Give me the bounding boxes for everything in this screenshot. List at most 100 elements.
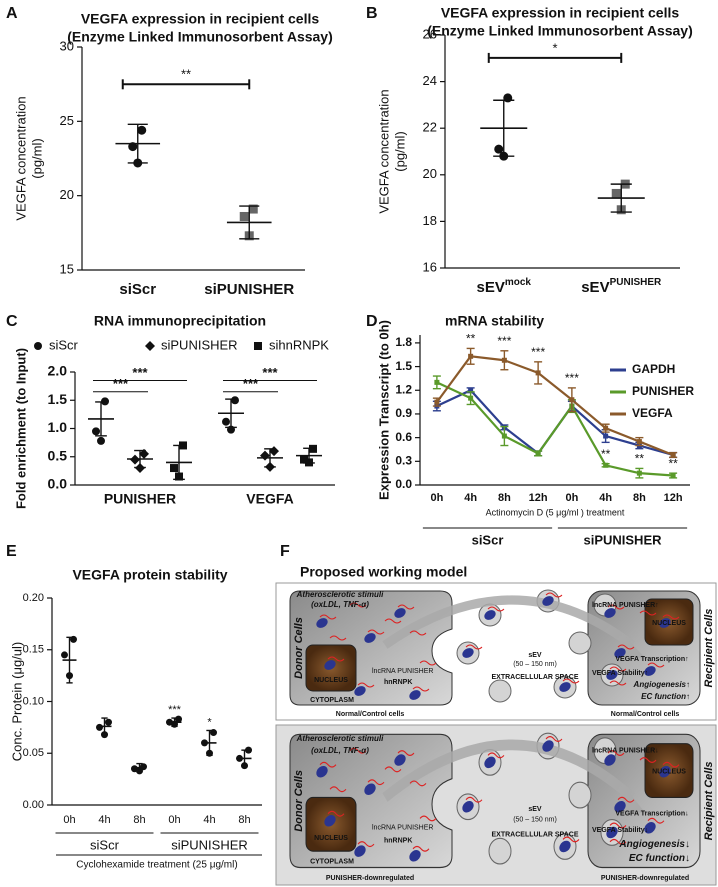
point [239, 211, 249, 221]
point [170, 464, 178, 473]
stimuli: (oxLDL, TNF-α) [311, 600, 369, 609]
rna-strand [349, 747, 367, 754]
rbp-complex [559, 682, 571, 692]
rna-strand [465, 644, 483, 650]
rna-strand [617, 644, 635, 650]
point [636, 470, 642, 476]
y-tick-label: 0.0 [395, 477, 412, 491]
cytoplasm-label: CYTOPLASM [310, 697, 354, 704]
stability-label: VEGFA Stability↓ [592, 827, 648, 834]
x-tick-label: VEGFA [246, 491, 293, 507]
rna-strand [639, 610, 657, 616]
x-tick-label: 0h [430, 492, 443, 504]
annotation: ** [601, 447, 611, 461]
recipient-lncrna: lncRNA PUNISHER↓ [592, 748, 659, 755]
y-tick-label: 20 [423, 166, 437, 181]
ec-label: EC function↓ [629, 853, 690, 864]
x-tick-label: 0h [63, 814, 75, 826]
rna-strand [662, 761, 680, 768]
hnrnpk-label: hnRNPK [384, 837, 412, 844]
rbp-complex [364, 783, 376, 795]
y-tick-label: 30 [60, 38, 74, 53]
x-axis-label: Actinomycin D (5 μg/ml ) treatment [486, 507, 625, 517]
point [260, 450, 270, 461]
point [569, 397, 575, 403]
rna-strand [319, 761, 337, 768]
x-tick-label: siScr [119, 281, 156, 298]
y-tick-label: 20 [60, 187, 74, 202]
rna-strand [562, 678, 580, 684]
vesicle [488, 837, 512, 865]
rna-strand [609, 666, 627, 672]
rna-strand [487, 606, 505, 612]
y-tick-label: 1.8 [395, 335, 412, 349]
rbp-complex [606, 670, 618, 680]
recipient-label: Recipient Cells [703, 609, 715, 688]
significance-label: *** [132, 365, 148, 380]
rna-strand [607, 750, 625, 756]
rna-strand [609, 822, 627, 829]
y-tick-label: 0.20 [23, 592, 44, 604]
significance-label: ** [181, 67, 191, 82]
recipient-caption: Normal/Control cells [611, 711, 680, 718]
rna-strand [319, 614, 337, 620]
y-tick-label: 18 [423, 213, 437, 228]
point [670, 452, 676, 458]
transfer-arrow [382, 739, 635, 802]
rbp-complex [484, 756, 496, 769]
x-tick-label: siPUNISHER [204, 281, 294, 298]
y-tick-label: 25 [60, 113, 74, 128]
cytoplasm-label: CYTOPLASM [310, 858, 354, 865]
rbp-complex [394, 754, 406, 766]
rbp-complex [604, 754, 616, 766]
recipient-caption: PUNISHER-downregulated [601, 875, 689, 882]
point [92, 427, 100, 436]
rbp-complex [559, 840, 571, 853]
rna-strand [409, 780, 427, 787]
rbp-complex [659, 765, 671, 778]
y-tick-label: 0.15 [23, 644, 44, 656]
x-tick-label: 12h [529, 492, 548, 504]
legend-label: PUNISHER [632, 384, 694, 398]
annotation: *** [168, 704, 182, 716]
stability-label: VEGFA Stability↑ [592, 670, 648, 677]
point [494, 144, 504, 154]
point [97, 436, 105, 445]
y-tick-label: 22 [423, 120, 437, 135]
y-tick-label: 0.00 [23, 799, 44, 811]
y-tick-label: 2.0 [48, 363, 68, 379]
chart-title: VEGFA expression in recipient cells [441, 5, 680, 21]
rna-strand [412, 686, 430, 692]
series-line [435, 355, 674, 457]
significance-label: *** [243, 376, 259, 391]
chart-title: VEGFA expression in recipient cells [81, 11, 320, 27]
rna-strand [397, 750, 415, 756]
stimuli: Atherosclerotic stimuli [296, 734, 384, 743]
rna-strand [327, 656, 345, 662]
rbp-complex [409, 850, 421, 862]
y-axis-label: VEGFA concentration [376, 89, 391, 213]
annotation: ** [668, 456, 678, 470]
row-shapes [289, 589, 701, 706]
rbp-complex [354, 845, 366, 857]
rna-strand [647, 817, 665, 824]
x-tick-label: 4h [98, 814, 110, 826]
point [501, 433, 507, 439]
point [222, 417, 230, 426]
legend-label: siScr [49, 337, 79, 352]
rbp-complex [324, 660, 336, 670]
chart-title: VEGFA protein stability [72, 567, 227, 583]
x-tick-label: 4h [203, 814, 215, 826]
y-tick-label: 0.3 [395, 453, 412, 467]
rbp-complex [614, 648, 626, 658]
point [96, 723, 103, 731]
point [636, 439, 642, 445]
annotation: ** [466, 332, 476, 346]
rna-strand [412, 845, 430, 852]
chart-subtitle: (Enzyme Linked Immunosorbent Assay) [67, 29, 333, 45]
rna-strand [662, 614, 680, 620]
transcription-label: VEGFA Transcription↑ [615, 656, 688, 663]
recipient-nucleus-label: NUCLEUS [652, 620, 686, 627]
lncrna-label: lncRNA PUNISHER [372, 668, 433, 675]
